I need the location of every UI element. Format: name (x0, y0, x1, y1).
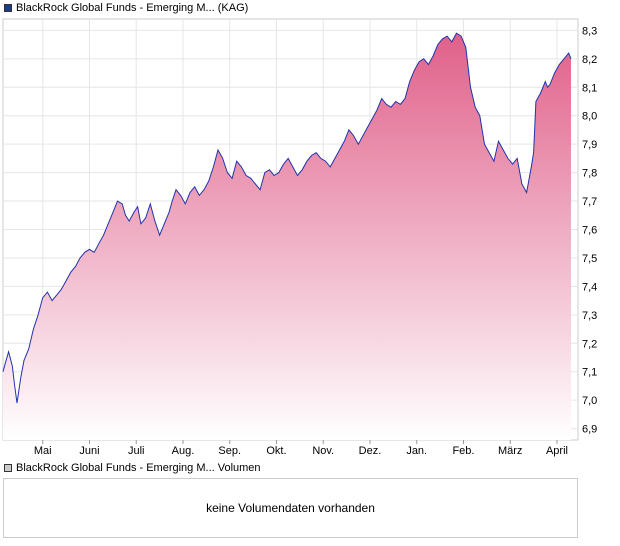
x-tick-label: Okt. (266, 445, 286, 457)
price-legend-label: BlackRock Global Funds - Emerging M... (… (16, 2, 249, 14)
y-tick-label: 8,1 (582, 82, 597, 94)
volume-message: keine Volumendaten vorhanden (206, 501, 375, 515)
volume-legend-label: BlackRock Global Funds - Emerging M... V… (16, 462, 261, 474)
x-tick-label: Juli (128, 445, 145, 457)
y-tick-label: 7,6 (582, 225, 597, 237)
y-tick-label: 7,9 (582, 139, 597, 151)
x-tick-label: Aug. (172, 445, 195, 457)
price-chart: 6,9 7,0 7,1 7,2 7,3 7,4 7,5 7,6 7,7 7,8 7,9 8,0 8,1 8… (2, 18, 597, 457)
y-axis: 6,9 7,0 7,1 7,2 7,3 7,4 7,5 7,6 7,7 7,8 7,9 8,0 8,1 8… (582, 25, 597, 435)
y-tick-label: 7,3 (582, 310, 597, 322)
y-tick-label: 7,7 (582, 196, 597, 208)
y-tick-label: 7,4 (582, 281, 597, 293)
x-tick-label: April (546, 445, 568, 457)
price-legend: BlackRock Global Funds - Emerging M... (… (4, 1, 248, 15)
x-tick-label: Nov. (312, 445, 334, 457)
x-tick-label: März (498, 445, 522, 457)
y-tick-label: 6,9 (582, 424, 597, 436)
volume-panel: keine Volumendaten vorhanden (3, 478, 578, 538)
x-axis: Mai Juni Juli Aug. Sep. Okt. Nov. Dez. Jan. Feb. M… (34, 440, 568, 457)
x-tick-label: Mai (34, 445, 52, 457)
y-tick-label: 7,1 (582, 367, 597, 379)
price-line (2, 32, 572, 404)
x-tick-label: Sep. (218, 445, 241, 457)
y-tick-label: 8,3 (582, 25, 597, 37)
price-legend-swatch (4, 4, 12, 12)
x-tick-label: Feb. (452, 445, 474, 457)
volume-legend-swatch (4, 464, 12, 472)
x-tick-label: Dez. (359, 445, 382, 457)
y-tick-label: 7,2 (582, 338, 597, 350)
x-tick-label: Jan. (406, 445, 427, 457)
y-tick-label: 7,5 (582, 253, 597, 265)
price-area (3, 33, 571, 440)
x-tick-label: Juni (79, 445, 99, 457)
volume-legend: BlackRock Global Funds - Emerging M... V… (4, 461, 261, 475)
y-tick-label: 7,8 (582, 168, 597, 180)
y-tick-label: 8,0 (582, 111, 597, 123)
y-tick-label: 8,2 (582, 54, 597, 66)
y-tick-label: 7,0 (582, 395, 597, 407)
